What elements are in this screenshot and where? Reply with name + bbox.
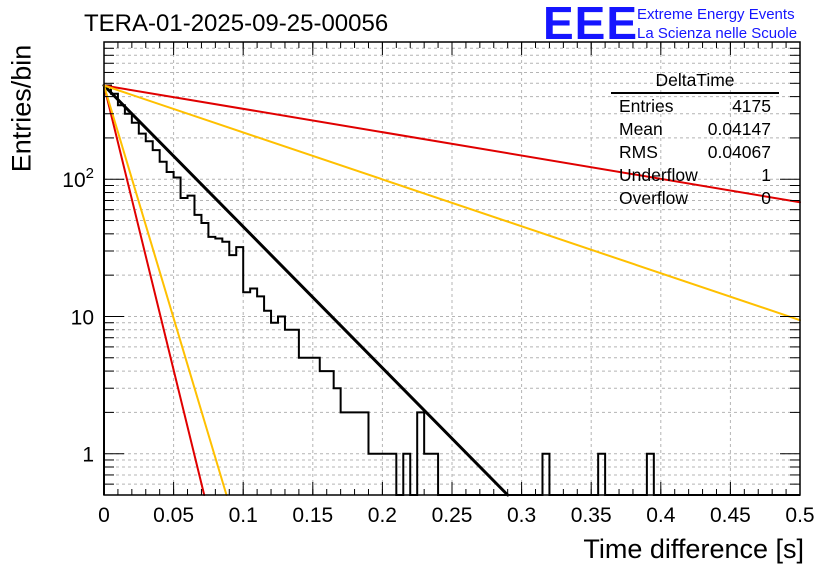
stats-row-rms: RMS 0.04067 [611, 142, 779, 165]
stats-row-entries: Entries 4175 [611, 96, 779, 119]
x-tick-label: 0.2 [368, 504, 397, 527]
curve-red-upper [103, 84, 801, 204]
y-tick-label: 10 [71, 306, 94, 329]
fit-curves [102, 83, 801, 497]
axis-ticks [103, 42, 801, 496]
curve-orange-upper [103, 84, 801, 322]
stats-value: 1 [761, 165, 771, 185]
logo-caption: Extreme Energy Events La Scienza nelle S… [637, 5, 797, 43]
x-tick-label: 0.1 [229, 504, 258, 527]
x-tick-label: 0.35 [571, 504, 612, 527]
y-axis-label: Entries/bin [6, 44, 37, 173]
grid [104, 42, 800, 496]
run-title: TERA-01-2025-09-25-00056 [84, 10, 389, 37]
curve-orange-lower [103, 84, 228, 496]
stats-title: DeltaTime [611, 70, 779, 94]
stats-label: Mean [619, 119, 663, 139]
x-tick-label: 0.4 [646, 504, 676, 527]
stats-row-overflow: Overflow 0 [611, 188, 779, 211]
curve-fit [102, 83, 510, 497]
x-tick-label: 0.5 [785, 504, 814, 527]
stats-label: RMS [619, 142, 658, 162]
x-tick-label: 0.3 [507, 504, 536, 527]
stats-value: 4175 [732, 96, 771, 116]
y-tick-label: 1 [82, 444, 94, 467]
stats-box: DeltaTime Entries 4175 Mean 0.04147 RMS 0.0… [611, 70, 779, 211]
x-tick-label: 0.25 [432, 504, 473, 527]
x-tick-label: 0 [98, 504, 110, 527]
curve-red-lower [103, 84, 206, 496]
stats-label: Overflow [619, 188, 689, 208]
y-tick-label: 102 [62, 165, 94, 192]
stats-value: 0 [761, 188, 771, 208]
stats-row-mean: Mean 0.04147 [611, 119, 779, 142]
x-axis-label: Time difference [s] [583, 534, 804, 564]
stats-label: Entries [619, 96, 674, 116]
x-tick-label: 0.05 [153, 504, 194, 527]
x-tick-label: 0.45 [710, 504, 751, 527]
tick-labels: 0 0.05 0.1 0.15 0.2 0.25 0.3 0.35 0.4 0.45 0.51101… [62, 165, 814, 527]
stats-label: Underflow [619, 165, 698, 185]
eee-logo: EEE [543, 0, 639, 49]
stats-value: 0.04067 [707, 142, 771, 162]
logo-line-2: La Scienza nelle Scuole [637, 25, 798, 42]
logo-line-1: Extreme Energy Events [637, 6, 795, 23]
stats-row-underflow: Underflow 1 [611, 165, 779, 188]
x-tick-label: 0.15 [292, 504, 333, 527]
stats-value: 0.04147 [707, 119, 771, 139]
